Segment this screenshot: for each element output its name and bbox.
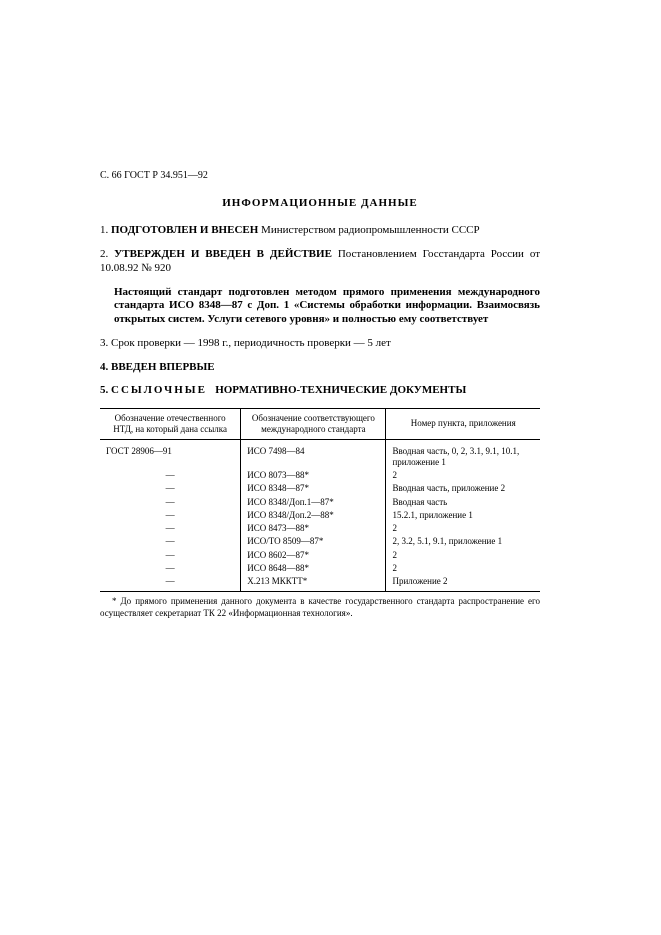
cell: 2 [386, 469, 540, 482]
item-1: 1. ПОДГОТОВЛЕН И ВНЕСЕН Министерством ра… [100, 224, 540, 238]
item-1-bold: ПОДГОТОВЛЕН И ВНЕСЕН [111, 224, 258, 236]
item-3: 3. Срок проверки — 1998 г., периодичност… [100, 337, 540, 351]
cell: ИСО 8348/Доп.2—88* [241, 509, 386, 522]
item-5-bold2: НОРМАТИВНО-ТЕХНИЧЕСКИЕ ДОКУМЕНТЫ [215, 384, 466, 396]
cell: 2 [386, 549, 540, 562]
item-5-bold1: ССЫЛОЧНЫЕ [111, 384, 207, 396]
item-2-num: 2. [100, 248, 108, 260]
cell: Вводная часть, приложение 2 [386, 482, 540, 495]
cell: ИСО 8648—88* [241, 562, 386, 575]
cell: ИСО 8602—87* [241, 549, 386, 562]
cell: ИСО 8473—88* [241, 522, 386, 535]
cell: — [100, 575, 241, 592]
table-row: — ИСО/ТО 8509—87* 2, 3.2, 5.1, 9.1, прил… [100, 535, 540, 548]
table-row: — ИСО 8348/Доп.2—88* 15.2.1, приложение … [100, 509, 540, 522]
reference-table: Обозначение отечественного НТД, на котор… [100, 408, 540, 592]
cell: ИСО 8073—88* [241, 469, 386, 482]
doc-title: ИНФОРМАЦИОННЫЕ ДАННЫЕ [100, 197, 540, 211]
table-row: — ИСО 8473—88* 2 [100, 522, 540, 535]
cell: 2, 3.2, 5.1, 9.1, приложение 1 [386, 535, 540, 548]
cell: 15.2.1, приложение 1 [386, 509, 540, 522]
cell: Х.213 МККТТ* [241, 575, 386, 592]
cell: — [100, 482, 241, 495]
note-paragraph: Настоящий стандарт подготовлен методом п… [100, 286, 540, 327]
table-body: ГОСТ 28906—91 ИСО 7498—84 Вводная часть,… [100, 439, 540, 592]
item-1-rest: Министерством радиопромышленности СССР [258, 224, 479, 236]
table-header-row: Обозначение отечественного НТД, на котор… [100, 409, 540, 440]
table-row: — ИСО 8648—88* 2 [100, 562, 540, 575]
cell: 2 [386, 562, 540, 575]
item-3-rest: Срок проверки — 1998 г., периодичность п… [111, 337, 391, 349]
cell: — [100, 496, 241, 509]
cell: — [100, 562, 241, 575]
cell: ИСО 8348/Доп.1—87* [241, 496, 386, 509]
item-4-num: 4. [100, 361, 108, 373]
item-2-bold: УТВЕРЖДЕН И ВВЕДЕН В ДЕЙСТВИЕ [114, 248, 332, 260]
item-3-num: 3. [100, 337, 108, 349]
table-row: — ИСО 8073—88* 2 [100, 469, 540, 482]
document-page: С. 66 ГОСТ Р 34.951—92 ИНФОРМАЦИОННЫЕ ДА… [100, 170, 540, 619]
th-2: Обозначение соответствующего международн… [241, 409, 386, 440]
item-5-num: 5. [100, 384, 108, 396]
table-row: — Х.213 МККТТ* Приложение 2 [100, 575, 540, 592]
page-header: С. 66 ГОСТ Р 34.951—92 [100, 170, 540, 183]
cell: — [100, 509, 241, 522]
cell: Приложение 2 [386, 575, 540, 592]
table-footnote: * До прямого применения данного документ… [100, 596, 540, 619]
cell: 2 [386, 522, 540, 535]
th-1: Обозначение отечественного НТД, на котор… [100, 409, 241, 440]
cell: ИСО 8348—87* [241, 482, 386, 495]
th-3: Номер пункта, приложения [386, 409, 540, 440]
table-row: — ИСО 8602—87* 2 [100, 549, 540, 562]
item-2: 2. УТВЕРЖДЕН И ВВЕДЕН В ДЕЙСТВИЕ Постано… [100, 248, 540, 276]
footnote-text: * До прямого применения данного документ… [100, 596, 540, 617]
table-row: ГОСТ 28906—91 ИСО 7498—84 Вводная часть,… [100, 439, 540, 469]
item-1-num: 1. [100, 224, 108, 236]
item-5: 5. ССЫЛОЧНЫЕ НОРМАТИВНО-ТЕХНИЧЕСКИЕ ДОКУ… [100, 384, 540, 398]
item-4-bold: ВВЕДЕН ВПЕРВЫЕ [111, 361, 215, 373]
table-row: — ИСО 8348/Доп.1—87* Вводная часть [100, 496, 540, 509]
cell: ИСО/ТО 8509—87* [241, 535, 386, 548]
cell: ИСО 7498—84 [241, 439, 386, 469]
cell: — [100, 522, 241, 535]
cell: Вводная часть, 0, 2, 3.1, 9.1, 10.1, при… [386, 439, 540, 469]
cell: — [100, 549, 241, 562]
cell: — [100, 535, 241, 548]
item-4: 4. ВВЕДЕН ВПЕРВЫЕ [100, 361, 540, 375]
cell: Вводная часть [386, 496, 540, 509]
cell: ГОСТ 28906—91 [100, 439, 241, 469]
table-row: — ИСО 8348—87* Вводная часть, приложение… [100, 482, 540, 495]
cell: — [100, 469, 241, 482]
